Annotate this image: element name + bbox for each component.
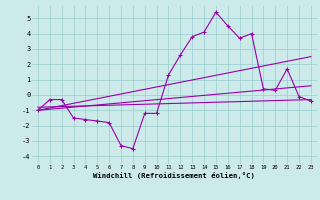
X-axis label: Windchill (Refroidissement éolien,°C): Windchill (Refroidissement éolien,°C) bbox=[93, 172, 255, 179]
